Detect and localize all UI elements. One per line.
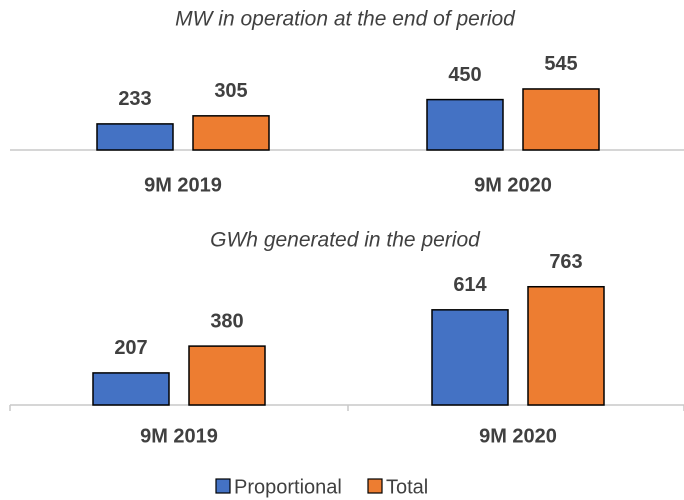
bar: [92, 372, 170, 406]
bar: [96, 123, 174, 151]
bar: [522, 88, 600, 151]
bar: [426, 98, 504, 151]
legend-swatch: [215, 478, 231, 494]
data-label: 763: [549, 251, 582, 273]
data-label: 305: [214, 80, 247, 102]
data-label: 207: [114, 337, 147, 359]
data-label: 233: [118, 88, 151, 110]
legend-label: Proportional: [234, 476, 342, 498]
chart-title: GWh generated in the period: [210, 229, 481, 252]
data-label: 380: [210, 310, 243, 332]
bar: [192, 115, 270, 151]
data-label: 450: [448, 64, 481, 86]
bar: [527, 285, 605, 406]
bar: [188, 345, 266, 406]
chart-title: MW in operation at the end of period: [175, 8, 516, 31]
x-tick-label: 9M 2020: [479, 425, 557, 447]
legend-label: Total: [386, 476, 428, 498]
data-label: 614: [453, 274, 487, 296]
bar: [431, 309, 509, 406]
x-tick-label: 9M 2019: [140, 425, 218, 447]
x-tick-label: 9M 2020: [474, 174, 552, 196]
legend-swatch: [367, 478, 383, 494]
data-label: 545: [544, 53, 577, 75]
x-tick-label: 9M 2019: [144, 174, 222, 196]
